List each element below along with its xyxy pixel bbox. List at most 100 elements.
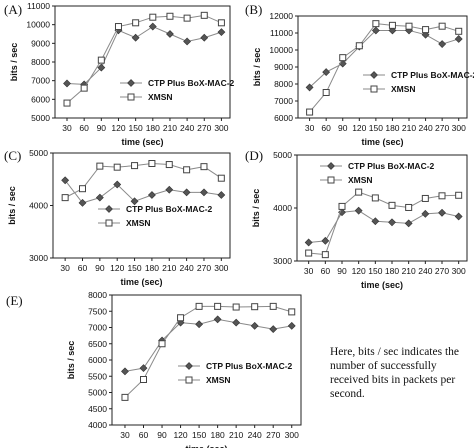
data-point [438,22,446,30]
data-point [80,84,88,92]
series-line [308,191,459,256]
y-tick-label: 7000 [88,323,107,333]
y-axis-label: bits / sec [9,43,19,82]
plot-frame [54,5,231,119]
x-tick-label: 60 [321,123,331,133]
x-tick-label: 90 [338,123,348,133]
data-point [131,162,139,170]
data-point [97,56,105,64]
legend-label: CTP Plus BoX-MAC-2 [206,361,293,371]
chart-svg: 5000 6000 7000 8000 9000 10000 11000 30 60 90 120 1… [9,1,235,147]
panel-letter-c: (C) [4,148,22,163]
x-tick-label: 90 [97,123,107,133]
y-tick-label: 6000 [31,94,50,104]
data-point [388,218,396,227]
x-tick-label: 90 [337,266,347,276]
x-tick-label: 90 [157,430,167,440]
legend-entry: XMSN [178,375,231,385]
data-point [140,376,147,383]
data-point [213,315,222,324]
data-point [454,212,463,221]
x-tick-label: 210 [163,123,177,133]
x-tick-label: 180 [385,123,399,133]
y-tick-label: 3000 [273,256,292,266]
y-axis-label: bits / sec [252,48,262,87]
x-tick-label: 120 [352,266,366,276]
x-tick-label: 210 [402,123,416,133]
data-point [287,321,296,330]
data-point [217,19,225,27]
legend-entry: CTP Plus BoX-MAC-2 [320,161,435,171]
chart-svg: 4000 4500 5000 5500 6000 6500 7000 7500 8000 30 60… [66,290,302,448]
x-tick-label: 150 [127,263,141,273]
data-point [322,89,330,96]
data-point [355,188,363,196]
series-square [61,160,225,202]
data-point [121,367,129,376]
data-point [200,163,208,171]
data-point [421,194,429,202]
x-tick-label: 180 [146,123,160,133]
data-point [232,303,240,311]
legend-entry: CTP Plus BoX-MAC-2 [120,78,235,88]
data-point [404,219,413,228]
y-axis-label: bits / sec [7,186,17,225]
series-diamond [121,315,296,376]
data-point [217,191,226,199]
series-line [64,162,222,199]
data-point [422,26,430,34]
data-point [165,185,174,194]
x-tick-label: 210 [402,266,416,276]
series-square [63,11,225,107]
data-point [438,40,447,48]
x-tick-label: 180 [211,430,225,440]
data-point [177,314,185,322]
series-diamond [304,206,463,247]
data-point [200,11,208,19]
x-tick-label: 300 [452,123,466,133]
data-point [217,174,225,182]
data-point [96,162,104,170]
data-point [182,188,191,197]
y-tick-label: 8000 [274,79,293,89]
chart-panel-b: (B) 6000 7000 8000 9000 10000 11000 12000 30 60 9… [237,0,474,150]
legend-marker [185,362,193,370]
data-point [63,99,71,107]
data-point [148,160,156,167]
legend-entry: CTP Plus BoX-MAC-2 [98,204,213,214]
data-point [438,208,446,217]
y-axis-label: bits / sec [66,341,76,380]
legend-label: XMSN [391,84,416,94]
data-point [183,37,192,46]
data-point [97,63,106,72]
data-point [388,21,396,29]
x-tick-label: 240 [418,123,432,133]
y-axis-label: bits / sec [251,189,261,228]
chart-panel-a: (A) 5000 6000 7000 8000 9000 10000 11000 30 60 90… [0,0,237,150]
x-axis-label: time (sec) [120,277,162,287]
data-point [321,236,330,245]
data-point [338,202,346,210]
series-line [309,23,459,113]
series-line [64,179,222,204]
data-point [405,203,413,211]
x-tick-label: 240 [180,123,194,133]
data-point [139,364,148,373]
x-tick-label: 30 [304,266,314,276]
y-tick-label: 7000 [274,96,293,106]
plot-frame [297,15,468,119]
x-tick-label: 30 [62,123,72,133]
panel-letter-a: (A) [4,2,23,17]
data-point [149,13,157,21]
legend-marker [127,93,135,101]
data-point [131,33,140,42]
data-point [322,68,331,77]
data-point [200,33,209,42]
legend-marker [185,376,193,384]
x-tick-label: 240 [418,266,432,276]
y-tick-label: 4000 [273,203,292,213]
y-tick-label: 10000 [26,20,50,30]
legend-label: CTP Plus BoX-MAC-2 [348,161,435,171]
legend-marker [370,71,378,79]
data-point [61,176,70,185]
